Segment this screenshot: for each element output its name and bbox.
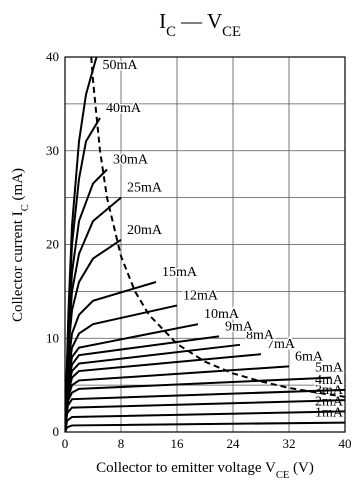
text-part: C (20, 204, 31, 211)
curve (65, 410, 345, 432)
series-label: 15mA (162, 265, 198, 280)
series-label: 4mA (315, 373, 344, 388)
series-label: 7mA (267, 337, 296, 352)
y-tick-label: 0 (53, 424, 60, 439)
text-part: (mA) (10, 168, 26, 204)
series-label: 5mA (315, 361, 344, 376)
series-label: 50mA (103, 58, 139, 73)
text-part: Collector current I (10, 211, 26, 322)
series-label: 30mA (113, 153, 149, 168)
series-label: 40mA (106, 101, 142, 116)
limit-curve (90, 57, 345, 398)
curve (65, 57, 98, 432)
text-part: CE (276, 470, 289, 481)
text-part: (V) (289, 460, 314, 476)
chart-title: IC — VCE (159, 9, 241, 40)
text-part: — V (176, 9, 222, 33)
y-tick-label: 20 (46, 237, 59, 252)
x-tick-label: 8 (118, 436, 125, 451)
text-part: I (159, 9, 166, 33)
series-label: 1mA (315, 406, 344, 421)
plot-frame (64, 56, 346, 433)
text-part: Collector to emitter voltage V (96, 460, 276, 476)
x-tick-label: 0 (62, 436, 69, 451)
series-label: 25mA (127, 181, 163, 196)
series-label: 6mA (295, 349, 324, 364)
series-label: 9mA (225, 319, 254, 334)
y-tick-label: 40 (46, 49, 59, 64)
text-part: C (166, 24, 176, 40)
x-tick-label: 24 (227, 436, 241, 451)
series-label: 8mA (246, 328, 275, 343)
x-tick-label: 32 (283, 436, 296, 451)
series-label: 20mA (127, 223, 163, 238)
series-label: 2mA (315, 394, 344, 409)
x-tick-label: 40 (339, 436, 352, 451)
series-label: 12mA (183, 288, 219, 303)
y-axis-label: Collector current IC (mA) (10, 168, 31, 322)
x-tick-label: 16 (171, 436, 185, 451)
y-tick-label: 30 (46, 143, 59, 158)
curve (65, 421, 345, 432)
x-axis-label: Collector to emitter voltage VCE (V) (96, 460, 314, 481)
text-part: CE (222, 24, 241, 40)
y-tick-label: 10 (46, 330, 59, 345)
series-label: 10mA (204, 307, 240, 322)
